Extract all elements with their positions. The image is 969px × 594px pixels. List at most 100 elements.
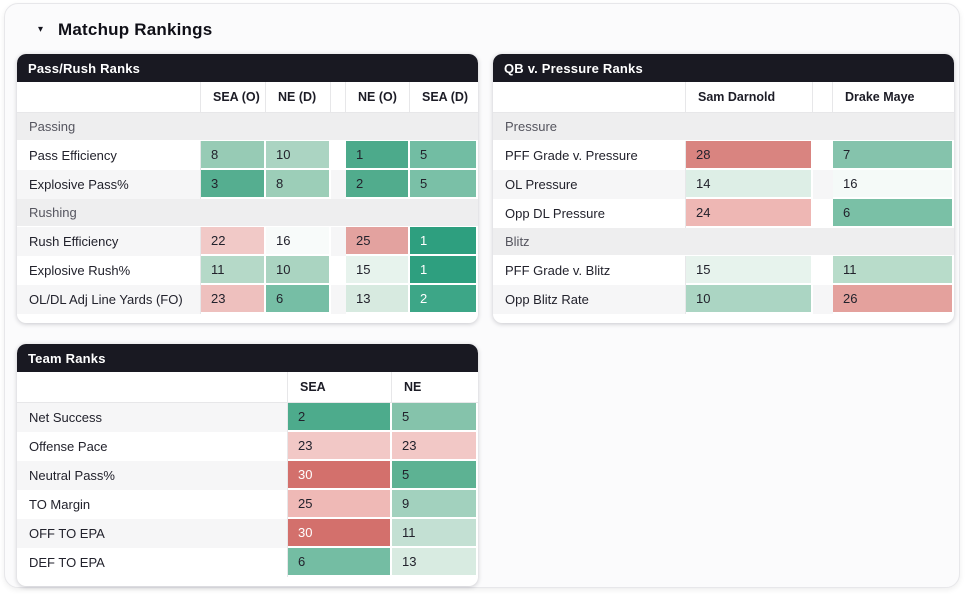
- column-header-row: SEA (O) NE (D) NE (O) SEA (D): [17, 82, 478, 113]
- rank-cell: 25: [288, 490, 392, 519]
- row-label: PFF Grade v. Pressure: [493, 141, 686, 170]
- rank-cell: 6: [266, 285, 331, 314]
- rank-cell: 23: [392, 432, 478, 461]
- cell-spacer: [331, 256, 346, 285]
- table-row: OL Pressure 14 16: [493, 170, 954, 199]
- table-row: Pass Efficiency 8 10 1 5: [17, 141, 478, 170]
- column-header: Sam Darnold: [686, 82, 813, 113]
- table-row: Rush Efficiency 22 16 25 1: [17, 227, 478, 256]
- row-label: OL Pressure: [493, 170, 686, 199]
- team-ranks-card: Team Ranks SEA NE Net Success 2 5 Offense Pa…: [17, 344, 478, 586]
- cell-spacer: [813, 199, 833, 228]
- cell-spacer: [813, 256, 833, 285]
- section-label: Pressure: [493, 113, 954, 141]
- column-header: NE (O): [346, 82, 410, 113]
- cell-spacer: [331, 285, 346, 314]
- row-label-column-header: [17, 82, 201, 113]
- column-header: NE: [392, 372, 478, 403]
- table-row: OFF TO EPA 30 11: [17, 519, 478, 548]
- row-label: Offense Pace: [17, 432, 288, 461]
- rank-cell: 1: [410, 256, 478, 285]
- cell-spacer: [331, 170, 346, 199]
- table-row: PFF Grade v. Blitz 15 11: [493, 256, 954, 285]
- column-header: SEA (O): [201, 82, 266, 113]
- qb-pressure-ranks-table: Sam Darnold Drake Maye Pressure PFF Grade …: [493, 82, 954, 314]
- rank-cell: 15: [346, 256, 410, 285]
- cell-spacer: [813, 170, 833, 199]
- rank-cell: 28: [686, 141, 813, 170]
- section-row: Rushing: [17, 199, 478, 227]
- rank-cell: 10: [686, 285, 813, 314]
- rank-cell: 11: [392, 519, 478, 548]
- section-label: Passing: [17, 113, 478, 141]
- row-label: Explosive Rush%: [17, 256, 201, 285]
- rank-cell: 16: [833, 170, 954, 199]
- cell-spacer: [331, 227, 346, 256]
- section-row: Pressure: [493, 113, 954, 141]
- rank-cell: 14: [686, 170, 813, 199]
- cell-spacer: [813, 285, 833, 314]
- rank-cell: 5: [392, 403, 478, 432]
- rank-cell: 1: [410, 227, 478, 256]
- rank-cell: 30: [288, 461, 392, 490]
- team-ranks-table: SEA NE Net Success 2 5 Offense Pace 23 23 Neutr…: [17, 372, 478, 577]
- table-title: QB v. Pressure Ranks: [493, 54, 954, 82]
- column-spacer: [331, 82, 346, 113]
- rank-cell: 11: [833, 256, 954, 285]
- row-label: Opp Blitz Rate: [493, 285, 686, 314]
- column-header: SEA (D): [410, 82, 478, 113]
- rank-cell: 10: [266, 141, 331, 170]
- rank-cell: 8: [266, 170, 331, 199]
- row-label: Explosive Pass%: [17, 170, 201, 199]
- row-label: OFF TO EPA: [17, 519, 288, 548]
- row-label: Neutral Pass%: [17, 461, 288, 490]
- row-label: Net Success: [17, 403, 288, 432]
- rank-cell: 2: [288, 403, 392, 432]
- column-spacer: [813, 82, 833, 113]
- rank-cell: 24: [686, 199, 813, 228]
- table-row: TO Margin 25 9: [17, 490, 478, 519]
- section-label: Blitz: [493, 228, 954, 256]
- table-row: DEF TO EPA 6 13: [17, 548, 478, 577]
- table-row: Offense Pace 23 23: [17, 432, 478, 461]
- row-label: TO Margin: [17, 490, 288, 519]
- rank-cell: 8: [201, 141, 266, 170]
- rank-cell: 11: [201, 256, 266, 285]
- section-label: Rushing: [17, 199, 478, 227]
- collapse-chevron-icon[interactable]: ▾: [38, 24, 44, 35]
- rank-cell: 2: [410, 285, 478, 314]
- row-label: OL/DL Adj Line Yards (FO): [17, 285, 201, 314]
- rank-cell: 1: [346, 141, 410, 170]
- column-header: Drake Maye: [833, 82, 954, 113]
- section-row: Blitz: [493, 228, 954, 256]
- pass-rush-ranks-card: Pass/Rush Ranks SEA (O) NE (D) NE (O) SEA (…: [17, 54, 478, 323]
- table-row: Net Success 2 5: [17, 403, 478, 432]
- rank-cell: 5: [410, 141, 478, 170]
- rank-cell: 30: [288, 519, 392, 548]
- cell-spacer: [331, 141, 346, 170]
- rank-cell: 23: [201, 285, 266, 314]
- column-header-row: SEA NE: [17, 372, 478, 403]
- rank-cell: 5: [410, 170, 478, 199]
- table-row: Opp DL Pressure 24 6: [493, 199, 954, 228]
- table-row: Opp Blitz Rate 10 26: [493, 285, 954, 314]
- cell-spacer: [813, 141, 833, 170]
- rank-cell: 2: [346, 170, 410, 199]
- rank-cell: 16: [266, 227, 331, 256]
- row-label-column-header: [493, 82, 686, 113]
- column-header: NE (D): [266, 82, 331, 113]
- pass-rush-ranks-table: SEA (O) NE (D) NE (O) SEA (D) Passing Pass E…: [17, 82, 478, 314]
- table-title: Pass/Rush Ranks: [17, 54, 478, 82]
- matchup-rankings-panel: ▾ Matchup Rankings Pass/Rush Ranks SEA (…: [4, 3, 960, 588]
- rank-cell: 25: [346, 227, 410, 256]
- table-row: PFF Grade v. Pressure 28 7: [493, 141, 954, 170]
- table-title: Team Ranks: [17, 344, 478, 372]
- rank-cell: 10: [266, 256, 331, 285]
- table-row: OL/DL Adj Line Yards (FO) 23 6 13 2: [17, 285, 478, 314]
- page-title: Matchup Rankings: [58, 20, 213, 39]
- row-label: DEF TO EPA: [17, 548, 288, 577]
- rank-cell: 22: [201, 227, 266, 256]
- row-label: Pass Efficiency: [17, 141, 201, 170]
- table-row: Neutral Pass% 30 5: [17, 461, 478, 490]
- panel-header: ▾ Matchup Rankings: [38, 20, 212, 40]
